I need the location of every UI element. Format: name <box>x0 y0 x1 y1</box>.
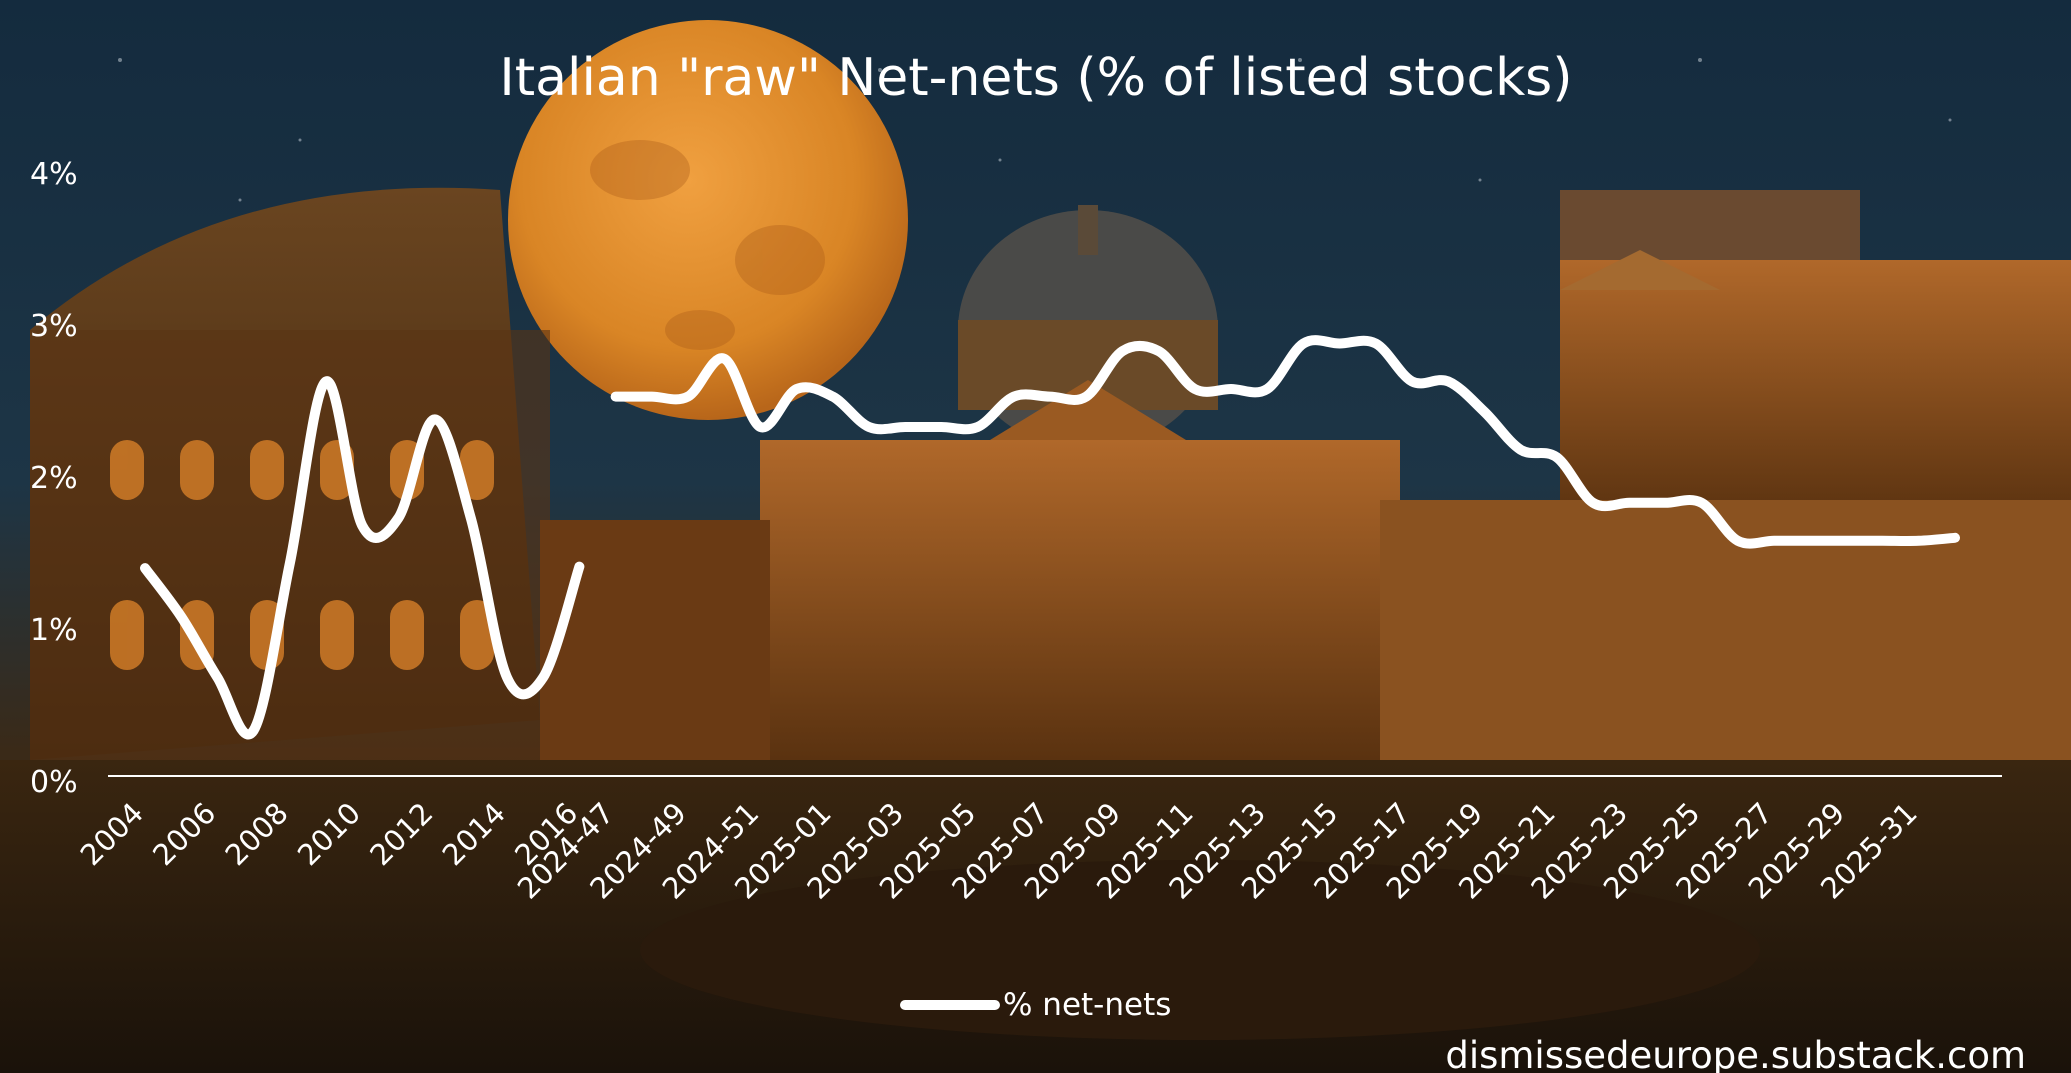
series-lines <box>140 335 1960 740</box>
x-tick-label: 2008 <box>219 796 295 872</box>
y-tick-label: 1% <box>30 613 78 648</box>
y-tick-label: 2% <box>30 461 78 496</box>
x-axis-tick-labels: 20042006200820102012201420162024-472024-… <box>74 796 1924 906</box>
series-line-segment-1 <box>140 376 585 740</box>
x-tick-label: 2010 <box>291 796 367 872</box>
y-tick-label: 4% <box>30 157 78 192</box>
x-tick-label: 2014 <box>436 796 512 872</box>
y-tick-label: 0% <box>30 765 78 800</box>
credit-text: dismissedeurope.substack.com <box>1445 1034 2026 1073</box>
chart-title: Italian "raw" Net-nets (% of listed stoc… <box>499 48 1572 108</box>
legend: % net-nets <box>900 987 1171 1023</box>
x-tick-label: 2004 <box>74 796 150 872</box>
y-axis: 0% 1% 2% 3% 4% <box>30 157 78 800</box>
legend-entry: % net-nets <box>1003 987 1171 1023</box>
x-tick-label: 2012 <box>363 796 439 872</box>
x-tick-label: 2006 <box>146 796 222 872</box>
y-tick-label: 3% <box>30 309 78 344</box>
series-line-segment-2 <box>610 335 1960 549</box>
